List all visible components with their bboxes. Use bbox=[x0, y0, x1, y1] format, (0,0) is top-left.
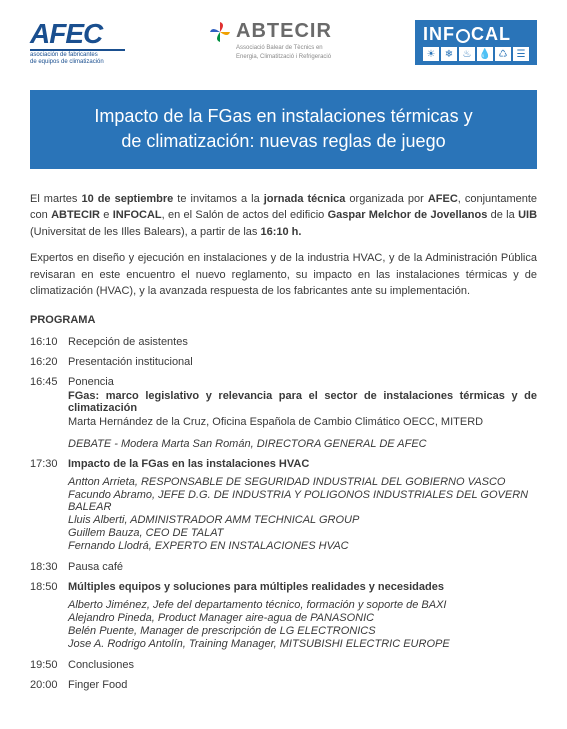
abtecir-pinwheel-icon bbox=[208, 20, 232, 49]
schedule-title: Pausa café bbox=[68, 561, 537, 573]
abtecir-logo-text: ABTECIR bbox=[236, 20, 332, 43]
schedule-row: 16:20 Presentación institucional bbox=[30, 356, 537, 368]
schedule-title: Recepción de asistentes bbox=[68, 336, 537, 348]
intro-text: El martes 10 de septiembre te invitamos … bbox=[30, 191, 537, 300]
schedule-title: Múltiples equipos y soluciones para múlt… bbox=[68, 581, 537, 593]
speaker: Alberto Jiménez, Jefe del departamento t… bbox=[68, 599, 537, 611]
time: 19:50 bbox=[30, 659, 68, 671]
afec-sub-2: de equipos de climatización bbox=[30, 59, 125, 66]
schedule-content: Múltiples equipos y soluciones para múlt… bbox=[68, 581, 537, 651]
speaker: Belén Puente, Manager de prescripción de… bbox=[68, 625, 537, 637]
schedule-title: Conclusiones bbox=[68, 659, 537, 671]
logo-afec: AFEC asociación de fabricantes de equipo… bbox=[30, 20, 125, 65]
schedule-row: 18:30 Pausa café bbox=[30, 561, 537, 573]
programa-heading: PROGRAMA bbox=[30, 314, 537, 326]
infocal-post: CAL bbox=[471, 24, 511, 45]
time: 17:30 bbox=[30, 458, 68, 553]
logos-row: AFEC asociación de fabricantes de equipo… bbox=[30, 20, 537, 65]
infocal-icon-1: ☀ bbox=[423, 47, 439, 61]
afec-divider-line bbox=[30, 49, 125, 51]
schedule-row: 16:45 Ponencia FGas: marco legislativo y… bbox=[30, 376, 537, 450]
schedule-row: 19:50 Conclusiones bbox=[30, 659, 537, 671]
abtecir-sub-2: Energia, Climatització i Refrigeració bbox=[236, 54, 332, 61]
schedule-title: Presentación institucional bbox=[68, 356, 537, 368]
infocal-icon-5: ♺ bbox=[495, 47, 511, 61]
intro-p1: El martes 10 de septiembre te invitamos … bbox=[30, 191, 537, 241]
schedule-title: Impacto de la FGas en las instalaciones … bbox=[68, 458, 537, 470]
speaker: Jose A. Rodrigo Antolín, Training Manage… bbox=[68, 638, 537, 650]
afec-sub-1: asociación de fabricantes bbox=[30, 52, 125, 59]
intro-p2: Expertos en diseño y ejecución en instal… bbox=[30, 250, 537, 300]
infocal-icon-6: ☰ bbox=[513, 47, 529, 61]
schedule-row: 20:00 Finger Food bbox=[30, 679, 537, 691]
infocal-pre: INF bbox=[423, 24, 455, 45]
schedule-content: Impacto de la FGas en las instalaciones … bbox=[68, 458, 537, 553]
schedule-title: Ponencia bbox=[68, 376, 537, 388]
speaker: Guillem Bauza, CEO DE TALAT bbox=[68, 527, 537, 539]
speakers-list: Antton Arrieta, RESPONSABLE DE SEGURIDAD… bbox=[68, 476, 537, 552]
schedule-debate: DEBATE - Modera Marta San Román, DIRECTO… bbox=[68, 438, 537, 450]
infocal-icon-4: 💧 bbox=[477, 47, 493, 61]
infocal-icon-2: ❄ bbox=[441, 47, 457, 61]
logo-abtecir: ABTECIR Associació Balear de Tècnics en … bbox=[208, 20, 332, 60]
speaker: Fernando Llodrá, EXPERTO EN INSTALACIONE… bbox=[68, 540, 537, 552]
speaker: Lluis Alberti, ADMINISTRADOR AMM TECHNIC… bbox=[68, 514, 537, 526]
page: AFEC asociación de fabricantes de equipo… bbox=[0, 0, 567, 729]
speakers-list: Alberto Jiménez, Jefe del departamento t… bbox=[68, 599, 537, 650]
banner-line-1: Impacto de la FGas en instalaciones térm… bbox=[60, 104, 507, 129]
schedule-subtitle: FGas: marco legislativo y relevancia par… bbox=[68, 390, 537, 414]
banner-line-2: de climatización: nuevas reglas de juego bbox=[60, 129, 507, 154]
infocal-logo-text: INF CAL bbox=[423, 24, 529, 45]
infocal-icons-row: ☀ ❄ ♨ 💧 ♺ ☰ bbox=[423, 47, 529, 61]
afec-logo-text: AFEC bbox=[30, 20, 125, 48]
schedule-row: 18:50 Múltiples equipos y soluciones par… bbox=[30, 581, 537, 651]
time: 18:50 bbox=[30, 581, 68, 651]
logo-infocal: INF CAL ☀ ❄ ♨ 💧 ♺ ☰ bbox=[415, 20, 537, 65]
schedule: 16:10 Recepción de asistentes 16:20 Pres… bbox=[30, 336, 537, 691]
speaker: Facundo Abramo, JEFE D.G. DE INDUSTRIA Y… bbox=[68, 489, 537, 513]
infocal-icon-3: ♨ bbox=[459, 47, 475, 61]
time: 18:30 bbox=[30, 561, 68, 573]
abtecir-sub-1: Associació Balear de Tècnics en bbox=[236, 45, 332, 52]
time: 16:20 bbox=[30, 356, 68, 368]
schedule-row: 16:10 Recepción de asistentes bbox=[30, 336, 537, 348]
time: 16:45 bbox=[30, 376, 68, 450]
schedule-row: 17:30 Impacto de la FGas en las instalac… bbox=[30, 458, 537, 553]
time: 20:00 bbox=[30, 679, 68, 691]
speaker: Alejandro Pineda, Product Manager aire-a… bbox=[68, 612, 537, 624]
schedule-content: Ponencia FGas: marco legislativo y relev… bbox=[68, 376, 537, 450]
title-banner: Impacto de la FGas en instalaciones térm… bbox=[30, 90, 537, 168]
speaker: Antton Arrieta, RESPONSABLE DE SEGURIDAD… bbox=[68, 476, 537, 488]
schedule-speaker: Marta Hernández de la Cruz, Oficina Espa… bbox=[68, 416, 537, 428]
infocal-o-icon bbox=[456, 29, 470, 43]
schedule-title: Finger Food bbox=[68, 679, 537, 691]
time: 16:10 bbox=[30, 336, 68, 348]
